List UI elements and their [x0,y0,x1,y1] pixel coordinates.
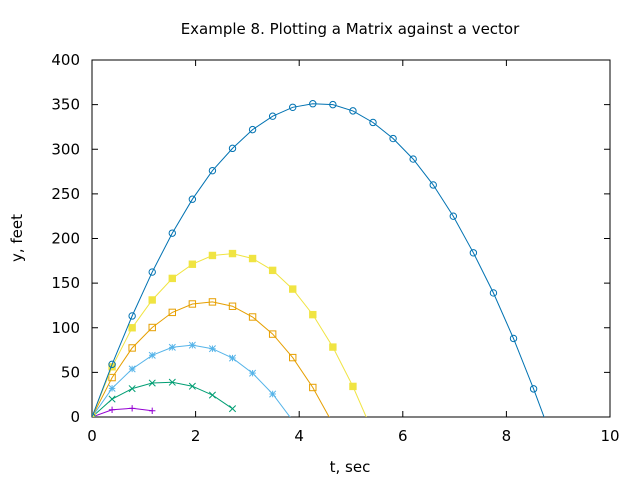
data-point [369,118,377,127]
data-point [309,100,317,108]
x-axis-label: t, sec [330,458,371,476]
data-point [108,384,116,392]
data-point [108,395,116,403]
data-point [290,417,296,423]
data-point [149,407,156,415]
data-point [148,296,156,304]
data-point [248,125,257,134]
data-point [188,341,196,349]
data-point [188,382,196,390]
data-point [228,354,237,362]
y-tick-label: 50 [61,363,80,381]
data-point [529,385,538,393]
data-point [148,268,156,276]
data-point [329,343,337,351]
x-tick-label: 6 [398,427,408,445]
y-tick-label: 200 [51,230,80,248]
data-point [509,334,518,343]
y-tick-label: 100 [51,319,80,337]
data-point [329,100,337,109]
data-point [208,391,216,399]
series-line [92,381,233,417]
series-5 [92,249,367,417]
data-point [168,343,176,351]
data-point [108,406,116,414]
data-point [289,353,297,362]
series-2 [92,378,237,417]
chart-title: Example 8. Plotting a Matrix against a v… [181,20,520,38]
y-tick-label: 0 [70,408,80,426]
series-4 [92,298,330,417]
data-point [168,308,176,317]
data-point [208,298,217,306]
data-point [128,385,136,393]
data-point [168,229,176,237]
x-tick-label: 0 [87,427,97,445]
x-tick-label: 4 [294,427,304,445]
data-point [228,302,237,310]
y-tick-label: 150 [51,274,80,292]
y-tick-label: 300 [51,140,80,158]
data-point [228,249,237,258]
data-point [168,274,176,283]
data-point [248,254,257,263]
data-point [268,112,277,120]
data-point [228,144,237,153]
data-point [188,300,197,308]
data-point [289,285,297,293]
y-tick-label: 350 [51,96,80,114]
data-point [128,365,136,373]
data-point [208,166,217,175]
data-point [188,260,197,268]
series-6 [92,100,545,417]
data-point [168,378,176,386]
series-line [92,301,330,417]
data-point [128,344,136,352]
data-point [248,313,257,321]
data-point [108,360,116,369]
x-tick-label: 10 [600,427,619,445]
x-tick-label: 8 [502,427,512,445]
data-point [269,390,277,398]
data-point [249,369,257,377]
data-point [148,351,156,359]
data-point [409,155,417,163]
x-tick-label: 2 [191,427,201,445]
data-point [489,289,498,297]
series-1 [92,405,156,417]
series-layer [92,100,545,423]
series-line [92,253,367,417]
data-point [349,107,357,115]
y-tick-label: 400 [51,51,80,69]
data-point [429,181,437,189]
y-axis-label: y, feet [8,214,26,262]
y-tick-label: 250 [51,185,80,203]
data-point [128,405,136,412]
data-point [92,413,96,417]
data-point [128,312,136,320]
data-point [349,382,357,391]
data-point [228,405,237,413]
data-point [148,323,156,332]
data-point [309,310,317,319]
data-point [449,212,458,220]
data-point [208,251,217,260]
series-line [92,407,153,417]
data-point [188,195,197,203]
data-point [268,330,277,338]
data-point [309,383,317,392]
series-line [92,103,545,417]
series-3 [92,341,296,423]
data-point [469,249,478,257]
data-point [268,266,277,275]
data-point [128,324,136,332]
data-point [289,103,297,112]
data-point [148,379,156,387]
data-point [208,345,216,353]
data-point [389,134,397,143]
data-point [108,373,116,382]
